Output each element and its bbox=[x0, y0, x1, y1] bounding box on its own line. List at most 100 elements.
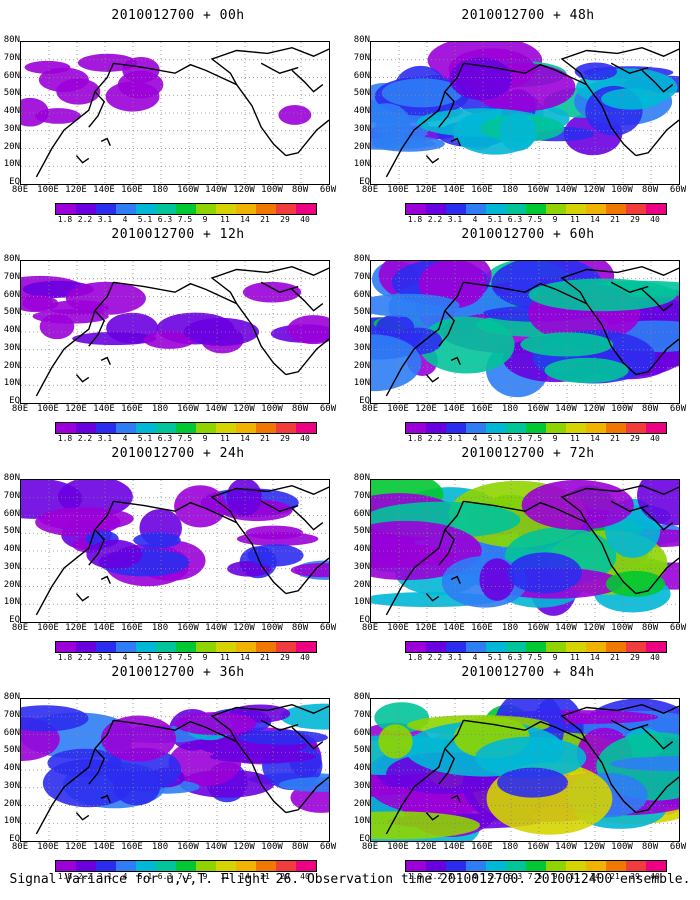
coastline bbox=[100, 794, 111, 803]
colorbar-label: 40 bbox=[300, 653, 310, 662]
variance-region bbox=[378, 724, 413, 759]
colorbar-label: 4 bbox=[472, 872, 478, 881]
colorbar-swatch bbox=[486, 423, 506, 433]
coastline bbox=[463, 62, 637, 157]
colorbar-swatch bbox=[56, 423, 76, 433]
coastline bbox=[425, 374, 440, 383]
latitude-label: 20N bbox=[3, 141, 20, 152]
longitude-label: 60W bbox=[669, 842, 687, 852]
variance-region bbox=[247, 544, 304, 567]
colorbar-swatch bbox=[606, 423, 626, 433]
longitude-label: 160E bbox=[121, 842, 143, 852]
colorbar-swatch bbox=[466, 861, 486, 871]
coastline bbox=[385, 282, 465, 397]
latitude-label: 80N bbox=[353, 692, 370, 702]
map-plot bbox=[370, 698, 680, 842]
colorbar-swatch bbox=[506, 642, 526, 652]
coastline bbox=[291, 507, 324, 531]
variance-region bbox=[520, 332, 614, 357]
longitude-label: 140W bbox=[555, 185, 577, 195]
map-svg bbox=[21, 699, 329, 841]
coastline bbox=[210, 484, 329, 523]
colorbar-label: 5.1 bbox=[137, 434, 153, 443]
map-panel: 2010012700 + 24h 80N 70N 60N 50N 40N 30N 20N 10N… bbox=[4, 446, 350, 662]
colorbar-label: 29 bbox=[630, 215, 640, 224]
longitude-label: 60W bbox=[669, 404, 687, 414]
map-plot bbox=[20, 260, 330, 404]
longitude-label: 120E bbox=[415, 842, 437, 852]
coastline bbox=[75, 155, 90, 164]
longitude-label: 160W bbox=[177, 842, 199, 852]
colorbar-label: 11 bbox=[570, 872, 580, 881]
longitude-label: 80E bbox=[361, 185, 379, 195]
colorbar-swatch bbox=[116, 642, 136, 652]
colorbar-label: 7.5 bbox=[177, 653, 193, 662]
longitude-label: 160W bbox=[177, 623, 199, 633]
map-panel: 2010012700 + 12h 80N 70N 60N 50N 40N 30N 20N 10N… bbox=[4, 227, 350, 443]
colorbar-label: 2.2 bbox=[427, 872, 443, 881]
coastline bbox=[88, 91, 106, 128]
colorbar-label: 11 bbox=[220, 215, 230, 224]
coastline bbox=[635, 338, 679, 376]
latitude-label: 10N bbox=[353, 378, 370, 389]
colorbar-label: 6.3 bbox=[507, 434, 523, 443]
variance-region bbox=[475, 736, 587, 779]
colorbar-label: 29 bbox=[280, 215, 290, 224]
latitude-label: 60N bbox=[353, 70, 370, 81]
colorbar-label: 6.3 bbox=[507, 653, 523, 662]
colorbar-label: 14 bbox=[240, 215, 250, 224]
longitude-label: 120E bbox=[65, 623, 87, 633]
coastline bbox=[100, 575, 111, 584]
longitude-label: 160W bbox=[527, 842, 549, 852]
latitude-label: 30N bbox=[353, 780, 370, 791]
colorbar-swatch bbox=[626, 423, 646, 433]
variance-region bbox=[72, 332, 157, 346]
coastline bbox=[100, 137, 111, 146]
longitude-label: 60W bbox=[319, 404, 337, 414]
latitude-label: 80N bbox=[353, 254, 370, 264]
colorbar-swatch bbox=[236, 642, 256, 652]
longitude-label: 160W bbox=[527, 404, 549, 414]
colorbar-swatch bbox=[136, 861, 156, 871]
colorbar-swatch bbox=[506, 204, 526, 214]
longitude-label: 80E bbox=[11, 185, 29, 195]
colorbar-swatch bbox=[506, 423, 526, 433]
longitude-label: 160E bbox=[121, 185, 143, 195]
colorbar bbox=[405, 203, 667, 215]
longitude-label: 100W bbox=[611, 842, 633, 852]
longitude-label: 140W bbox=[555, 842, 577, 852]
colorbar-label: 4 bbox=[122, 434, 128, 443]
colorbar-label: 40 bbox=[650, 872, 660, 881]
longitude-label: 140W bbox=[555, 623, 577, 633]
colorbar-swatch bbox=[236, 204, 256, 214]
longitude-label: 180 bbox=[151, 842, 169, 852]
latitude-label: 70N bbox=[353, 709, 370, 720]
longitude-label: 80W bbox=[291, 404, 309, 414]
colorbar-label: 21 bbox=[610, 653, 620, 662]
latitude-label: 60N bbox=[3, 70, 20, 81]
longitude-label: 80W bbox=[641, 842, 659, 852]
colorbar-label: 21 bbox=[610, 215, 620, 224]
colorbar-label: 11 bbox=[220, 872, 230, 881]
latitude-label: 40N bbox=[3, 763, 20, 773]
latitude-label: 20N bbox=[3, 798, 20, 809]
colorbar-swatch bbox=[76, 642, 96, 652]
coastline bbox=[260, 62, 299, 74]
colorbar-swatch bbox=[136, 204, 156, 214]
figure-caption: Signal Variance for u,v,T. Flight 26. Ob… bbox=[9, 872, 691, 887]
colorbar-swatch bbox=[176, 861, 196, 871]
coastline bbox=[260, 281, 299, 293]
colorbar-swatch bbox=[216, 204, 236, 214]
colorbar-label: 5.1 bbox=[487, 215, 503, 224]
coastline bbox=[450, 137, 461, 146]
longitude-label: 100W bbox=[261, 404, 283, 414]
coastline bbox=[113, 500, 287, 595]
variance-region bbox=[507, 552, 582, 594]
coastline bbox=[438, 91, 456, 128]
longitude-label: 80W bbox=[291, 842, 309, 852]
colorbar-swatch bbox=[466, 642, 486, 652]
colorbar-swatch bbox=[446, 204, 466, 214]
colorbar-swatch bbox=[586, 423, 606, 433]
latitude-label: 70N bbox=[353, 52, 370, 63]
colorbar-swatch bbox=[566, 861, 586, 871]
